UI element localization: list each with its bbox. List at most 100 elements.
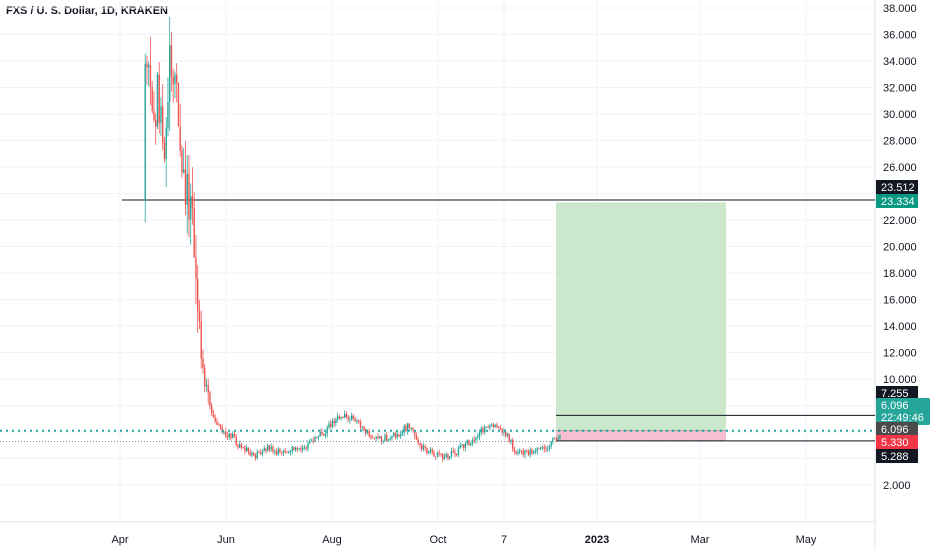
candle-down <box>209 390 211 410</box>
candle-body <box>531 450 533 454</box>
candle-down <box>338 414 341 420</box>
candle-up <box>475 436 477 444</box>
candle-up <box>536 447 538 455</box>
candle-down <box>275 448 278 456</box>
candle-body <box>177 82 180 127</box>
candle-down <box>268 444 271 453</box>
candle-body <box>174 74 176 85</box>
candle-up <box>144 53 146 223</box>
y-tick-label: 22.000 <box>883 215 917 227</box>
candle-up <box>382 439 384 444</box>
candle-up <box>428 450 430 454</box>
candle-body <box>265 448 267 451</box>
candle-down <box>463 443 465 451</box>
y-tick-label: 36.000 <box>883 30 917 42</box>
candle-body <box>373 437 376 439</box>
candle-down <box>515 450 517 455</box>
candle-up <box>298 447 300 451</box>
candle-body <box>440 453 442 455</box>
candle-down <box>419 442 421 449</box>
candle-down <box>377 433 379 440</box>
candle-body <box>205 384 208 387</box>
loss-zone <box>556 430 726 441</box>
candle-body <box>428 450 430 454</box>
candle-body <box>442 454 444 459</box>
candle-body <box>492 424 495 427</box>
candle-body <box>349 419 351 421</box>
candle-body <box>267 445 269 451</box>
candle-body <box>452 451 454 453</box>
y-tick-label: 12.000 <box>883 348 917 360</box>
y-tick-label: 14.000 <box>883 321 917 333</box>
candle-down <box>365 427 367 437</box>
candle-down <box>352 414 355 421</box>
candle-down <box>531 447 533 456</box>
candle-body <box>366 431 369 434</box>
candle-down <box>394 431 397 440</box>
candle-down <box>358 419 360 424</box>
x-tick-label: Oct <box>429 534 446 546</box>
candle-body <box>522 450 524 455</box>
candle-up <box>375 435 377 442</box>
candle-body <box>501 429 503 433</box>
candle-body <box>197 279 199 312</box>
candle-down <box>482 425 484 435</box>
candle-up <box>165 117 167 188</box>
candle-body <box>506 433 509 436</box>
candle-body <box>270 446 272 450</box>
candle-up <box>205 378 208 392</box>
candle-down <box>149 36 152 105</box>
candle-body <box>449 456 451 459</box>
candle-body <box>242 447 244 449</box>
candle-up <box>436 451 439 458</box>
candle-up <box>331 418 334 429</box>
candle-up <box>261 449 264 457</box>
y-tick-label: 32.000 <box>883 83 917 95</box>
candle-body <box>466 440 468 444</box>
candle-body <box>503 431 505 433</box>
candle-down <box>501 427 503 436</box>
candle-body <box>533 452 535 454</box>
candle-down <box>433 449 435 457</box>
candle-body <box>338 416 341 419</box>
candle-down <box>286 450 288 454</box>
candle-body <box>489 425 491 428</box>
y-tick-label: 30.000 <box>883 109 917 121</box>
candle-up <box>295 446 297 452</box>
candle-body <box>512 439 514 449</box>
candle-up <box>550 440 552 450</box>
candle-up <box>282 449 285 457</box>
candle-body <box>275 451 278 455</box>
candle-body <box>181 150 183 173</box>
y-tick-label: 34.000 <box>883 56 917 68</box>
candle-up <box>547 445 549 452</box>
candle-body <box>424 446 426 448</box>
candle-up <box>484 424 486 435</box>
candle-body <box>244 447 246 452</box>
candle-down <box>412 426 414 433</box>
candle-up <box>328 420 330 430</box>
candle-down <box>151 80 153 114</box>
candle-body <box>317 435 320 438</box>
candle-body <box>548 445 551 449</box>
candle-up <box>239 440 241 449</box>
candle-down <box>345 411 348 419</box>
candle-down <box>498 425 500 429</box>
candle-body <box>324 433 327 436</box>
price-label-text: 6.096 <box>881 400 909 412</box>
candle-up <box>326 425 328 438</box>
candle-down <box>312 437 314 444</box>
candle-down <box>527 449 530 457</box>
candle-up <box>393 432 395 438</box>
candle-body <box>214 417 216 422</box>
candle-body <box>555 438 558 440</box>
candle-down <box>370 434 372 440</box>
candle-up <box>307 440 309 452</box>
candle-down <box>193 191 195 259</box>
candle-body <box>228 433 230 438</box>
candle-up <box>396 430 398 440</box>
candle-body <box>340 417 342 419</box>
candle-down <box>354 416 356 422</box>
